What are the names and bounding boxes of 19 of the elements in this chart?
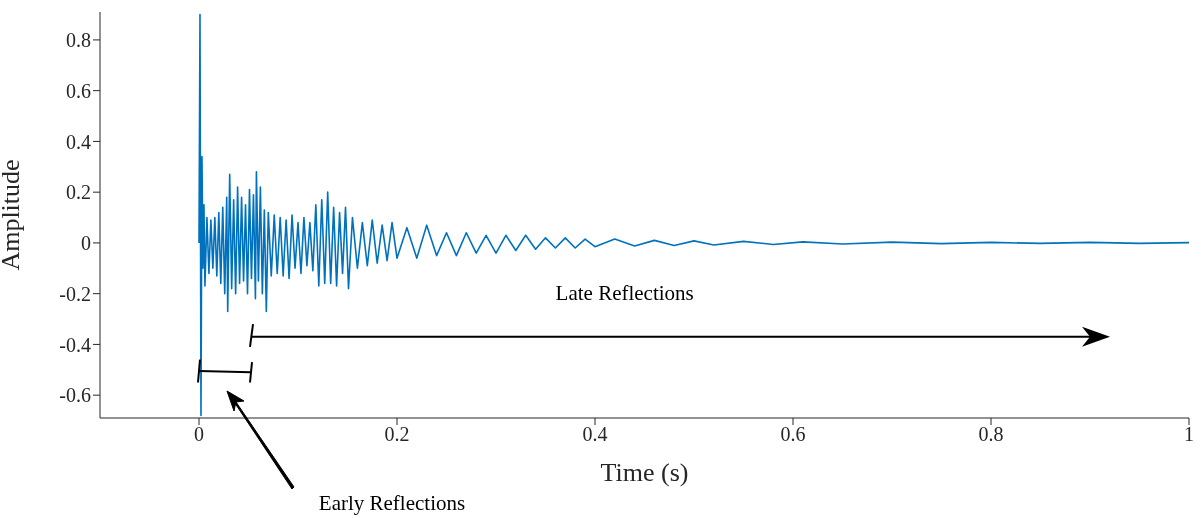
text: Early Reflections: [318, 491, 466, 515]
annotation: Late Reflections: [555, 281, 694, 306]
x-tick-label: 0.8: [978, 423, 1004, 446]
y-axis-title: Amplitude: [0, 159, 26, 271]
y-tick-label: -0.2: [59, 282, 91, 305]
y-tick-label: 0.8: [66, 29, 91, 52]
x-axis-title: Time (s): [600, 458, 689, 488]
y-tick-label: 0.4: [66, 130, 91, 153]
x-tick-label: 0.4: [582, 423, 608, 446]
y-tick-label: -0.6: [59, 384, 91, 407]
line-series: [198, 13, 1189, 417]
y-tick-label: 0: [81, 232, 91, 255]
y-tick-label: 0.6: [66, 79, 91, 102]
x-tick-label: 0.2: [384, 423, 410, 446]
x-tick-label: 0.6: [780, 423, 806, 446]
x-tick-label: 0: [194, 423, 204, 446]
x-tick-label: 1: [1184, 423, 1194, 446]
y-tick-label: 0.2: [66, 181, 91, 204]
y-tick-label: -0.4: [59, 333, 91, 356]
